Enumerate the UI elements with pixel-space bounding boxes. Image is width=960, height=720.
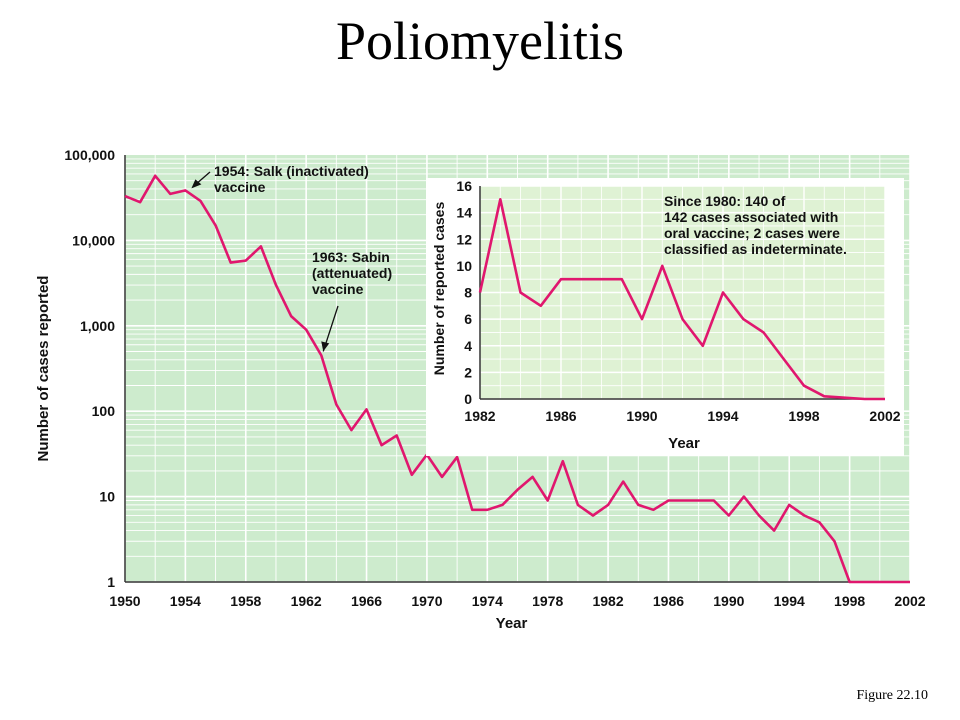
inset-y-axis-label: Number of reported cases	[431, 202, 447, 376]
annotation-sabin-line: 1963: Sabin	[312, 249, 390, 265]
main-y-tick-label: 100,000	[64, 147, 115, 163]
inset-annotation-line: Since 1980: 140 of	[664, 193, 786, 209]
main-y-tick-label: 1,000	[80, 318, 115, 334]
inset-y-tick-label: 8	[464, 285, 472, 301]
inset-x-tick-label: 2002	[869, 408, 900, 424]
inset-x-axis-label: Year	[668, 435, 700, 452]
main-x-tick-label: 2002	[894, 593, 925, 609]
main-series-line	[124, 174, 910, 584]
annotation-sabin: 1963: Sabin(attenuated)vaccine	[312, 249, 392, 352]
inset-x-tick-label: 1986	[545, 408, 576, 424]
inset-chart: 0 2 4 6 8 10 12 14 16 1982 1986 1990 1994 1998 2002 Yea…	[426, 178, 904, 456]
main-y-tick-label: 10	[99, 489, 115, 505]
main-x-tick-label: 1966	[351, 593, 382, 609]
annotation-sabin-arrowhead	[321, 341, 330, 352]
inset-annotation-line: oral vaccine; 2 cases were	[664, 225, 840, 241]
inset-x-tick-label: 1982	[464, 408, 495, 424]
annotation-salk: 1954: Salk (inactivated)vaccine	[191, 163, 369, 195]
inset-x-tick-label: 1990	[626, 408, 657, 424]
inset-y-tick-label: 14	[456, 205, 472, 221]
main-x-tick-label: 1994	[774, 593, 805, 609]
page-title: Poliomyelitis	[335, 11, 625, 71]
main-x-tick-label: 1998	[834, 593, 865, 609]
main-x-tick-label: 1962	[291, 593, 322, 609]
main-x-tick-label: 1970	[411, 593, 442, 609]
main-y-axis-label: Number of cases reported	[35, 276, 52, 462]
inset-grid	[479, 185, 886, 400]
inset-annotation-line: classified as indeterminate.	[664, 241, 847, 257]
inset-y-tick-label: 0	[464, 391, 472, 407]
inset-x-tick-label: 1994	[707, 408, 738, 424]
annotation-salk-line: 1954: Salk (inactivated)	[214, 163, 369, 179]
inset-y-tick-label: 10	[456, 258, 472, 274]
inset-y-tick-label: 16	[456, 178, 472, 194]
inset-y-tick-label: 6	[464, 311, 472, 327]
main-x-tick-label: 1982	[592, 593, 623, 609]
inset-y-tick-label: 2	[464, 364, 472, 380]
main-y-tick-label: 100	[92, 403, 116, 419]
main-x-axis-label: Year	[496, 615, 528, 632]
inset-y-tick-label: 12	[456, 231, 472, 247]
main-x-tick-label: 1950	[109, 593, 140, 609]
annotation-sabin-line: (attenuated)	[312, 265, 392, 281]
inset-y-tick-label: 4	[464, 338, 472, 354]
inset-annotation-line: 142 cases associated with	[664, 209, 838, 225]
main-x-tick-label: 1986	[653, 593, 684, 609]
figure-caption: Figure 22.10	[856, 688, 928, 703]
main-x-tick-label: 1958	[230, 593, 261, 609]
annotation-salk-line: vaccine	[214, 179, 266, 195]
main-x-tick-label: 1978	[532, 593, 563, 609]
inset-x-tick-label: 1998	[788, 408, 819, 424]
annotation-salk-arrowhead	[191, 179, 202, 189]
main-x-tick-label: 1954	[170, 593, 201, 609]
main-y-tick-label: 1	[107, 574, 115, 590]
main-x-tick-label: 1990	[713, 593, 744, 609]
main-x-tick-label: 1974	[472, 593, 503, 609]
annotation-sabin-line: vaccine	[312, 281, 364, 297]
inset-series-line	[478, 198, 885, 401]
main-y-tick-label: 10,000	[72, 232, 115, 248]
